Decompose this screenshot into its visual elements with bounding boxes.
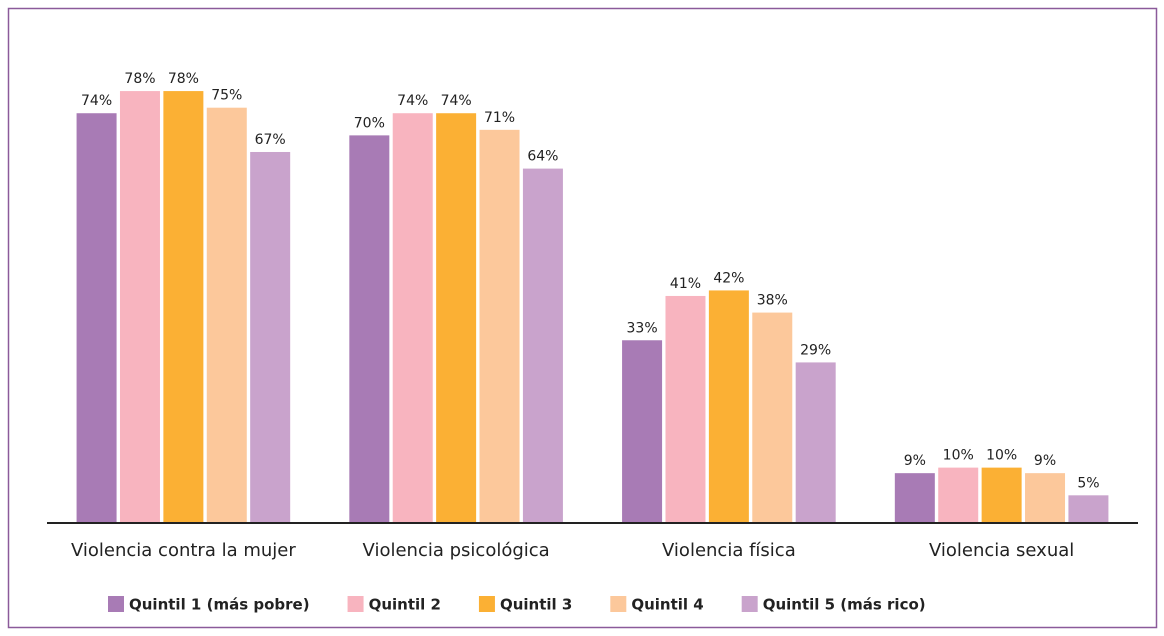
bar xyxy=(76,113,117,523)
x-tick-label: Violencia contra la mujer xyxy=(71,540,296,561)
bar xyxy=(206,107,247,523)
x-tick-label: Violencia física xyxy=(662,540,796,561)
bar xyxy=(708,290,749,523)
value-label: 64% xyxy=(527,149,558,165)
value-label: 67% xyxy=(255,132,286,148)
value-label: 74% xyxy=(441,93,472,109)
bar xyxy=(479,129,520,523)
legend-label: Quintil 4 xyxy=(631,596,703,614)
value-label: 29% xyxy=(800,342,831,358)
bar xyxy=(665,295,706,523)
legend-label: Quintil 2 xyxy=(369,596,441,614)
value-label: 5% xyxy=(1077,475,1099,491)
value-label: 74% xyxy=(81,93,112,109)
legend-label: Quintil 5 (más rico) xyxy=(763,596,926,614)
legend-swatch xyxy=(347,596,364,612)
bar xyxy=(163,91,204,523)
bar xyxy=(250,151,291,524)
bar xyxy=(938,467,979,523)
legend-swatch xyxy=(108,596,124,612)
value-label: 41% xyxy=(670,276,701,292)
legend-label: Quintil 3 xyxy=(500,596,572,614)
legend-swatch xyxy=(741,596,758,612)
value-label: 9% xyxy=(1034,453,1056,469)
bar xyxy=(795,362,836,523)
bar xyxy=(1068,495,1109,523)
value-label: 38% xyxy=(757,293,788,309)
frame xyxy=(7,7,1158,629)
bar xyxy=(981,467,1022,523)
value-label: 10% xyxy=(986,448,1017,464)
bar xyxy=(392,113,433,523)
bar xyxy=(1025,473,1066,523)
value-label: 75% xyxy=(211,88,242,104)
bar xyxy=(622,340,663,523)
bar xyxy=(436,113,477,523)
bar xyxy=(119,91,160,523)
value-label: 33% xyxy=(627,320,658,336)
bar xyxy=(894,473,935,523)
value-label: 78% xyxy=(168,71,199,87)
x-tick-label: Violencia psicológica xyxy=(363,540,550,561)
bar xyxy=(522,168,563,523)
value-label: 70% xyxy=(354,115,385,131)
value-label: 74% xyxy=(397,93,428,109)
legend-label: Quintil 1 (más pobre) xyxy=(129,596,310,614)
value-label: 42% xyxy=(713,270,744,286)
x-tick-label: Violencia sexual xyxy=(929,540,1074,561)
legend-swatch xyxy=(610,596,627,612)
value-label: 78% xyxy=(124,71,155,87)
value-label: 71% xyxy=(484,110,515,126)
legend-swatch xyxy=(478,596,495,612)
value-label: 9% xyxy=(904,453,926,469)
bar xyxy=(752,312,793,523)
value-label: 10% xyxy=(943,448,974,464)
bar xyxy=(349,135,390,523)
